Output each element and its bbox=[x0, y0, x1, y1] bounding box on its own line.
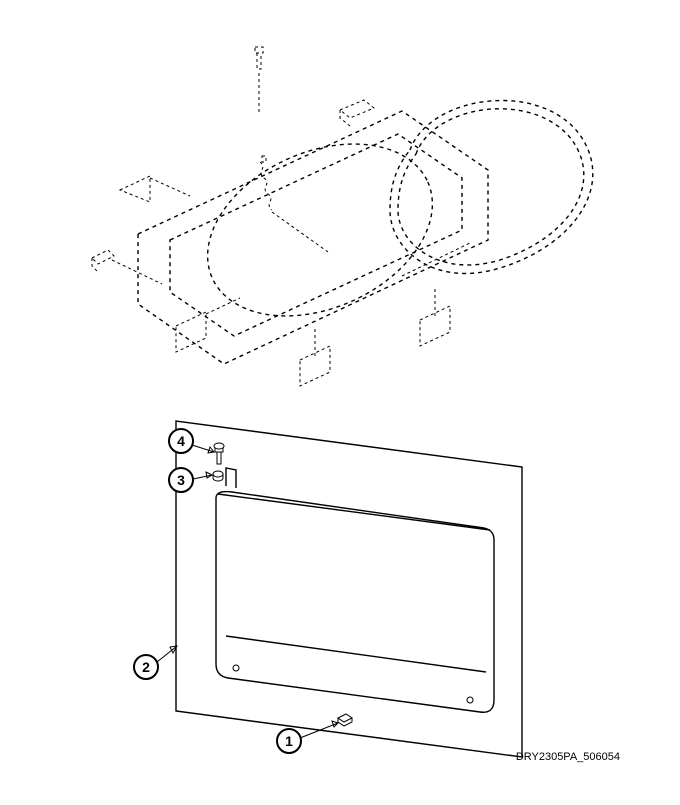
inner-access-panel bbox=[216, 468, 494, 712]
ref-frame-outer bbox=[138, 111, 488, 364]
part-4-screw bbox=[214, 443, 224, 464]
ref-foot-1 bbox=[176, 298, 240, 352]
part-2-outer-panel bbox=[176, 421, 522, 757]
callout-2: 2 bbox=[134, 646, 177, 679]
ref-top-screw bbox=[255, 47, 263, 115]
ref-right-guide bbox=[402, 242, 472, 276]
exploded-diagram: 1 2 3 4 DRY2305PA_506054 bbox=[0, 0, 680, 805]
callout-3-label: 3 bbox=[177, 472, 185, 488]
part-3-washer bbox=[213, 471, 223, 481]
diagram-label: DRY2305PA_506054 bbox=[516, 751, 620, 763]
callout-1-label: 1 bbox=[285, 733, 293, 749]
callout-4-label: 4 bbox=[177, 433, 185, 449]
part-1-nut bbox=[338, 714, 352, 726]
callout-3: 3 bbox=[169, 468, 212, 492]
ref-frame-oval bbox=[180, 111, 459, 350]
ref-frame-inner bbox=[170, 134, 462, 336]
ref-bracket-left-upper bbox=[120, 176, 190, 202]
ref-foot-2 bbox=[300, 328, 330, 386]
ref-foot-3 bbox=[420, 288, 450, 346]
callout-4: 4 bbox=[169, 429, 214, 453]
callout-2-label: 2 bbox=[142, 659, 150, 675]
ref-bracket-left-lower bbox=[92, 250, 162, 284]
ref-center-spring bbox=[260, 156, 328, 252]
ref-clip-top bbox=[340, 100, 374, 126]
ref-gasket-oval bbox=[390, 100, 593, 273]
